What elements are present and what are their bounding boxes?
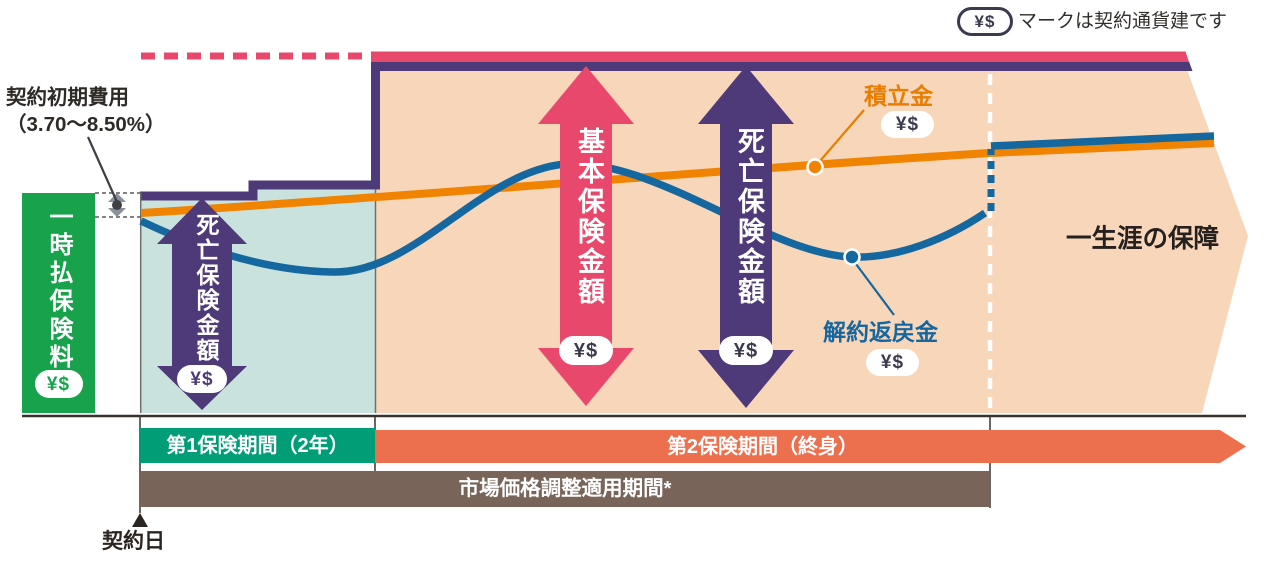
top-purple-band xyxy=(371,61,1193,71)
mva-period-bar: 市場価格調整適用期間 * xyxy=(140,471,990,507)
basic-benefit-label: 基本保険金額 xyxy=(574,127,604,307)
surrender-marker xyxy=(843,248,861,266)
lifetime-coverage-label: 一生涯の保障 xyxy=(1066,225,1220,253)
reserve-line-label: 積立金 xyxy=(864,83,933,109)
currency-legend-text: マークは契約通貨建です xyxy=(1018,11,1228,32)
single-premium-currency-badge: ¥$ xyxy=(34,370,83,398)
initial-fee-title: 契約初期費用 xyxy=(6,86,129,109)
second-period-label: 第2保険期間（終身） xyxy=(666,435,859,458)
mva-asterisk: * xyxy=(663,478,672,500)
contract-date-label: 契約日 xyxy=(102,530,165,553)
death-benefit-2-label: 死亡保険金額 xyxy=(734,127,764,307)
surrender-pointer-line xyxy=(855,263,895,316)
first-period-bar: 第1保険期間（2年） xyxy=(140,428,375,463)
single-premium-label: 一時払保険料 xyxy=(45,204,72,372)
death-benefit-step-border xyxy=(140,66,380,201)
single-premium-box: 一時払保険料 ¥$ xyxy=(22,193,95,413)
surrender-line-label: 解約返戻金 xyxy=(823,319,938,345)
reserve-marker xyxy=(806,158,824,176)
currency-badge-legend: ¥$ xyxy=(957,7,1013,36)
mva-period-label: 市場価格調整適用期間 xyxy=(458,476,664,500)
surrender-currency-badge: ¥$ xyxy=(866,349,919,376)
surrender-value-after-jump xyxy=(990,132,1215,150)
reserve-pointer-line xyxy=(819,109,865,162)
death-benefit-1-arrow xyxy=(157,198,247,410)
top-pink-band xyxy=(371,51,1189,62)
reserve-currency-badge: ¥$ xyxy=(881,111,934,138)
initial-fee-note: 契約初期費用 （3.70〜8.50%） xyxy=(6,85,166,138)
fee-pointer-line xyxy=(86,136,119,203)
death-benefit-1-label: 死亡保険金額 xyxy=(193,213,219,363)
death-benefit-2-currency-badge: ¥$ xyxy=(719,336,773,365)
fee-pointer-dot xyxy=(112,200,122,210)
contract-date-triangle-icon xyxy=(132,513,148,527)
first-period-label: 第1保険期間（2年） xyxy=(166,434,349,457)
second-period-bar: 第2保険期間（終身） xyxy=(375,430,1246,463)
basic-benefit-arrow xyxy=(538,66,634,406)
death-benefit-2-arrow xyxy=(698,66,794,408)
death-benefit-1-currency-badge: ¥$ xyxy=(177,365,227,393)
basic-benefit-currency-badge: ¥$ xyxy=(559,336,613,365)
initial-fee-range: （3.70〜8.50%） xyxy=(6,112,166,136)
